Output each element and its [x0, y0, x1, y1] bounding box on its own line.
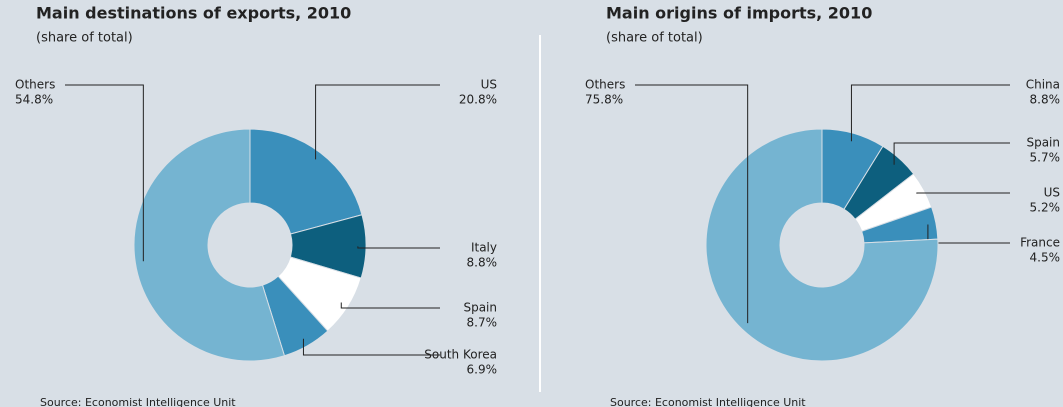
- slice-label: France: [1020, 236, 1060, 250]
- value-label: 20.8%: [459, 93, 497, 107]
- leader-line: [893, 142, 1010, 165]
- leader-line: [850, 84, 1010, 142]
- leader-line: [340, 302, 440, 309]
- leader-line: [927, 224, 1010, 244]
- value-label: 5.2%: [1030, 201, 1061, 215]
- leader-line: [302, 338, 440, 356]
- value-label: 75.8%: [585, 93, 623, 107]
- leader-line: [916, 192, 1010, 194]
- source: Source: Economist Intelligence Unit: [40, 396, 236, 407]
- value-label: 54.8%: [15, 93, 53, 107]
- donut-slice: [705, 128, 939, 362]
- chart-subtitle: (share of total): [606, 31, 703, 46]
- slice-label: Italy: [471, 241, 497, 255]
- donut-slice: [249, 128, 363, 235]
- value-label: 8.8%: [467, 256, 498, 270]
- source: Source: Economist Intelligence Unit: [610, 396, 806, 407]
- slice-label: Others: [585, 78, 625, 92]
- slice-label: Others: [15, 78, 55, 92]
- leader-line: [635, 84, 749, 324]
- slice-label: South Korea: [424, 348, 497, 362]
- value-label: 4.5%: [1030, 251, 1061, 265]
- chart-title: Main origins of imports, 2010: [606, 4, 872, 23]
- leader-line: [65, 84, 144, 262]
- value-label: 5.7%: [1030, 151, 1061, 165]
- chart-title: Main destinations of exports, 2010: [36, 4, 351, 23]
- slice-label: US: [1044, 186, 1060, 200]
- slice-label: China: [1026, 78, 1060, 92]
- leader-line: [357, 246, 440, 249]
- chart-subtitle: (share of total): [36, 31, 133, 46]
- value-label: 8.7%: [467, 316, 498, 330]
- value-label: 6.9%: [467, 363, 498, 377]
- value-label: 8.8%: [1030, 93, 1061, 107]
- donut-slice: [133, 128, 286, 362]
- slice-label: Spain: [1026, 136, 1060, 150]
- slice-label: US: [481, 78, 497, 92]
- leader-line: [315, 84, 440, 160]
- slice-label: Spain: [463, 301, 497, 315]
